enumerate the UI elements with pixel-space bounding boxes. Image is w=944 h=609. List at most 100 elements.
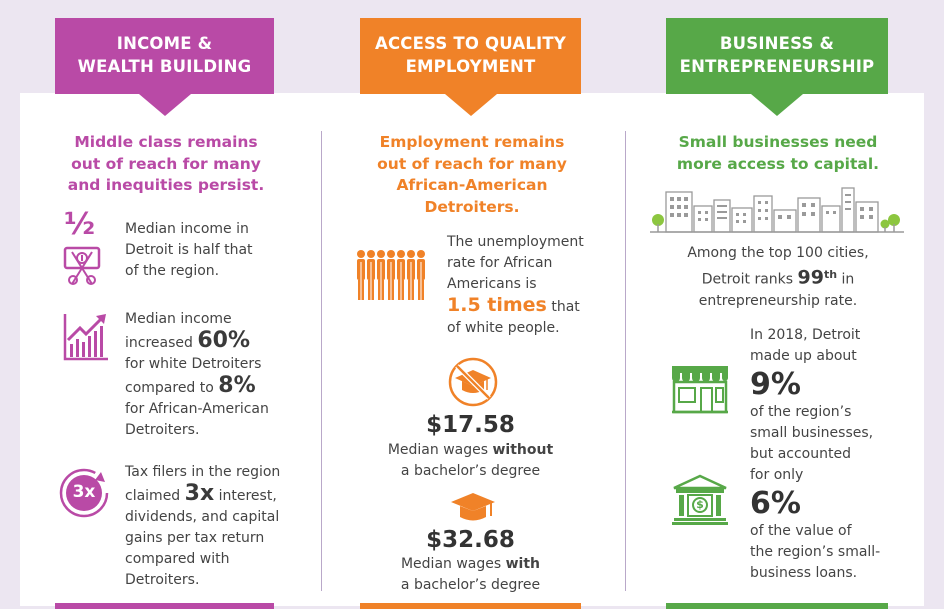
stat-9-percent: 9% (750, 367, 801, 402)
text-line: for white Detroiters (125, 356, 262, 372)
text-line: Americans is (447, 276, 537, 292)
text-fragment: Detroit ranks (701, 271, 794, 288)
stat-1-5-times: 1.5 times (447, 294, 547, 316)
text-fragment: that (551, 299, 580, 315)
text-fragment: claimed (125, 488, 181, 504)
stat-99th: 99 (797, 266, 824, 289)
banner-line: INCOME & (116, 34, 213, 53)
column-divider-right (625, 131, 626, 591)
text-line: Detroiters. (125, 572, 200, 588)
income-banner: INCOME & WEALTH BUILDING (55, 18, 274, 116)
headline-line: African-American (396, 176, 548, 194)
text-line: gains per tax return (125, 530, 265, 546)
text-line: Median wages without (345, 440, 596, 461)
half-money-icon: ½ (62, 208, 106, 286)
text-line: Median income in (125, 221, 249, 237)
employment-item3-value: $32.68 (426, 527, 515, 553)
text-line: Detroiters. (125, 422, 200, 438)
green-bottom-bar (666, 603, 888, 609)
employment-item2-text: Median wages without a bachelor’s degree (345, 440, 596, 482)
text-line: of the region’s (750, 404, 852, 420)
stat-6-percent: 6% (750, 486, 801, 521)
text-line: Median wages with (345, 554, 596, 575)
text-line: compared to 8% (125, 375, 315, 399)
text-line: of the value of (750, 523, 852, 539)
bank-icon: $ (670, 474, 730, 526)
income-item2-text: Median income increased 60% for white De… (125, 309, 315, 441)
income-headline: Middle class remains out of reach for ma… (40, 132, 292, 197)
purple-bottom-bar (55, 603, 274, 609)
text-line: claimed 3x interest, (125, 483, 315, 507)
text-fragment: in (841, 271, 855, 288)
headline-line: out of reach for many (71, 154, 261, 173)
text-line: made up about (750, 348, 857, 364)
text-line: Median income (125, 311, 232, 327)
employment-item1-text: The unemployment rate for African Americ… (447, 232, 607, 339)
banner-line: ENTREPRENEURSHIP (679, 57, 875, 76)
headline-line: Detroiters. (424, 197, 520, 216)
text-line: but accounted (750, 446, 851, 462)
ordinal-suffix: th (823, 268, 838, 281)
stat-3x: 3x (184, 481, 215, 506)
half-glyph: ½ (64, 207, 96, 242)
text-line: small businesses, (750, 425, 874, 441)
text-line: dividends, and capital (125, 509, 280, 525)
text-fragment: Median wages (400, 556, 502, 572)
three-x-badge-text: 3x (72, 482, 96, 502)
business-headline: Small businesses need more access to cap… (652, 132, 904, 175)
stat-8-percent: 8% (218, 373, 256, 398)
orange-bottom-bar (360, 603, 581, 609)
text-line: for African-American (125, 401, 269, 417)
text-line: 1.5 times that (447, 295, 607, 318)
text-line: In 2018, Detroit (750, 327, 861, 343)
employment-item2-value: $17.58 (426, 412, 515, 438)
text-line: Detroit is half that (125, 242, 253, 258)
text-line: a bachelor’s degree (400, 463, 541, 479)
income-item1-text: Median income in Detroit is half that of… (125, 219, 305, 282)
text-bold: with (505, 556, 541, 572)
text-line: compared with (125, 551, 230, 567)
text-line: rate for African (447, 255, 553, 271)
text-line: of white people. (447, 320, 560, 336)
headline-line: more access to capital. (676, 154, 880, 173)
text-line: Tax filers in the region (125, 464, 281, 480)
business-banner: BUSINESS & ENTREPRENEURSHIP (666, 18, 888, 116)
people-line-icon (352, 248, 434, 304)
income-item3-text: Tax filers in the region claimed 3x inte… (125, 462, 315, 591)
text-fragment: increased (125, 335, 193, 351)
column-divider-left (321, 131, 322, 591)
text-fragment: compared to (125, 380, 214, 396)
stat-60-percent: 60% (197, 328, 251, 353)
banner-line: ACCESS TO QUALITY (375, 34, 566, 53)
text-line: the region’s small- (750, 544, 881, 560)
banner-line: WEALTH BUILDING (77, 57, 252, 76)
text-line: Among the top 100 cities, (687, 245, 869, 261)
text-line: for only (750, 467, 804, 483)
text-line: increased 60% (125, 330, 315, 354)
three-x-icon: 3x (57, 466, 111, 520)
text-line: The unemployment (447, 234, 584, 250)
city-skyline-icon (646, 186, 908, 234)
business-item3-text: 6% of the value of the region’s small- b… (750, 486, 910, 584)
employment-headline: Employment remains out of reach for many… (347, 132, 597, 218)
business-item2-text: In 2018, Detroit made up about 9% of the… (750, 325, 910, 486)
text-line: a bachelor’s degree (400, 577, 541, 593)
headline-line: and inequities persist. (67, 176, 265, 194)
content-panel (20, 93, 924, 606)
banner-line: EMPLOYMENT (405, 57, 536, 76)
headline-line: Employment remains (379, 133, 565, 151)
employment-item3-text: Median wages with a bachelor’s degree (345, 554, 596, 596)
dollar-sign-glyph: $ (696, 498, 704, 511)
growth-chart-icon (62, 312, 110, 362)
headline-line: Middle class remains (74, 133, 258, 151)
text-line: Detroit ranks 99th in (652, 264, 904, 291)
graduation-cap-icon (449, 492, 497, 526)
headline-line: Small businesses need (678, 133, 878, 151)
text-line: entrepreneurship rate. (698, 292, 858, 309)
employment-banner: ACCESS TO QUALITY EMPLOYMENT (360, 18, 581, 116)
text-fragment: Median wages (387, 442, 489, 458)
text-line: business loans. (750, 565, 858, 581)
text-bold: without (492, 442, 554, 458)
business-item1-text: Among the top 100 cities, Detroit ranks … (652, 243, 904, 312)
headline-line: out of reach for many (377, 154, 567, 173)
